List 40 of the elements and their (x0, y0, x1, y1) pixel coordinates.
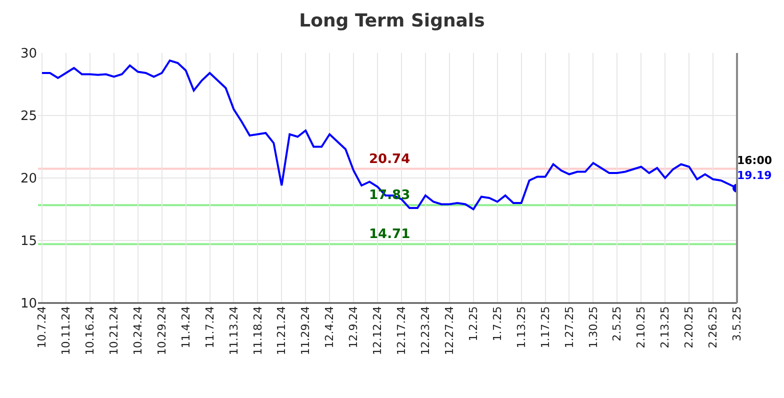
x-tick-label: 1.17.25 (538, 306, 552, 348)
ref-line-label: 20.74 (369, 152, 410, 167)
annotation: 19.19 (737, 169, 772, 182)
x-tick-label: 10.16.24 (84, 306, 97, 356)
x-tick-label: 11.13.24 (227, 306, 240, 356)
x-tick-label: 11.4.24 (179, 306, 192, 348)
y-tick-label: 30 (20, 46, 37, 62)
y-tick-label: 25 (20, 109, 37, 124)
x-tick-label: 3.5.25 (730, 306, 744, 342)
x-tick-label: 2.5.25 (610, 306, 624, 342)
x-tick-label: 1.13.25 (514, 306, 528, 348)
x-tick-label: 10.7.24 (36, 306, 49, 348)
x-tick-label: 1.27.25 (562, 306, 576, 348)
x-tick-label: 11.21.24 (275, 306, 288, 356)
x-tick-label: 12.9.24 (347, 306, 360, 348)
x-tick-label: 10.21.24 (107, 306, 120, 356)
x-tick-label: 12.17.24 (395, 306, 408, 356)
y-tick-label: 10 (20, 296, 37, 312)
chart-title: Long Term Signals (299, 10, 485, 32)
x-tick-label: 12.23.24 (419, 306, 432, 356)
x-tick-label: 2.10.25 (634, 306, 648, 348)
x-tick-label: 1.7.25 (490, 306, 504, 342)
x-tick-label: 11.7.24 (203, 306, 216, 348)
x-tick-label: 11.18.24 (251, 306, 264, 356)
x-tick-label: 1.30.25 (586, 306, 600, 348)
x-tick-label: 10.11.24 (60, 306, 73, 356)
x-tick-label: 2.13.25 (658, 306, 672, 348)
y-tick-label: 15 (20, 234, 37, 250)
annotation: 16:00 (737, 154, 772, 167)
x-tick-label: 12.27.24 (442, 306, 456, 356)
x-tick-label: 2.20.25 (682, 306, 696, 348)
x-tick-label: 10.24.24 (131, 306, 144, 356)
x-tick-label: 12.12.24 (371, 306, 384, 356)
x-tick-label: 2.26.25 (706, 306, 720, 348)
ref-line-label: 14.71 (369, 227, 410, 242)
x-tick-label: 1.2.25 (466, 306, 480, 342)
x-tick-label: 10.29.24 (155, 306, 168, 356)
y-tick-label: 20 (20, 172, 37, 187)
x-tick-label: 11.29.24 (299, 306, 312, 356)
x-tick-label: 12.4.24 (323, 306, 336, 348)
